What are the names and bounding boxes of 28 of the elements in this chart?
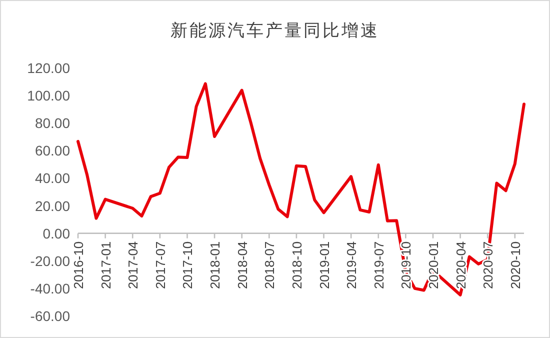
chart-title: 新能源汽车产量同比增速 (170, 21, 380, 41)
x-tick-label: 2019-07 (371, 241, 386, 290)
y-tick-label: -60.00 (30, 308, 70, 324)
x-tick-label: 2020-07 (480, 241, 496, 290)
y-tick-label: 60.00 (34, 142, 70, 159)
x-tick-label: 2018-01 (208, 241, 223, 290)
y-tick-label: 40.00 (34, 170, 70, 186)
x-tick-label: 2019-10 (398, 241, 414, 290)
y-tick-label: 80.00 (34, 115, 70, 132)
x-tick-label: 2017-04 (126, 241, 141, 290)
x-tick-label: 2016-10 (71, 241, 86, 290)
x-tick-label: 2017-07 (152, 241, 168, 290)
x-tick-label: 2018-04 (234, 241, 250, 290)
x-tick-label: 2017-10 (180, 241, 196, 290)
x-tick-label: 2018-10 (289, 241, 304, 290)
x-tick-label: 2018-07 (262, 241, 278, 290)
x-tick-label: 2017-01 (98, 241, 114, 290)
y-tick-label: 20.00 (34, 198, 70, 214)
x-tick-label: 2020-01 (426, 241, 441, 290)
y-tick-label: -40.00 (30, 280, 70, 296)
x-tick-label: 2020-10 (508, 241, 523, 290)
x-tick-label: 2019-01 (316, 241, 332, 290)
y-tick-label: -20.00 (30, 252, 70, 269)
y-tick-label: 120.00 (27, 60, 70, 76)
x-tick-label: 2019-04 (344, 241, 360, 290)
x-tick-label: 2020-04 (453, 241, 468, 290)
y-tick-label: 0.00 (42, 225, 70, 242)
y-tick-label: 100.00 (27, 88, 70, 104)
